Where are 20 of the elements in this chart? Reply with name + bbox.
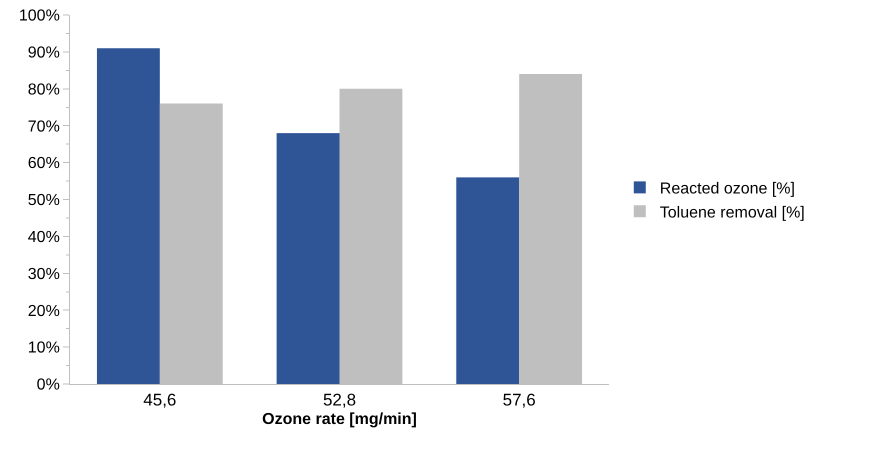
y-tick-label: 60%	[28, 155, 60, 172]
legend-label: Reacted ozone [%]	[660, 180, 795, 198]
y-tick-label: 50%	[28, 192, 60, 210]
x-tick-label: 45,6	[143, 390, 176, 410]
y-tick-label: 80%	[28, 81, 60, 98]
y-tick-label: 90%	[28, 44, 60, 62]
y-tick-label: 30%	[28, 266, 60, 283]
y-tick-label: 0%	[36, 376, 60, 394]
bar	[276, 133, 340, 384]
y-tick-label: 40%	[28, 229, 60, 246]
y-tick-label: 70%	[28, 118, 60, 136]
legend-label: Toluene removal [%]	[660, 204, 805, 222]
y-tick-label: 20%	[28, 302, 60, 320]
x-tick-label: 52,8	[322, 390, 356, 410]
bar	[456, 177, 520, 384]
x-axis-title: Ozone rate [mg/min]	[262, 411, 417, 428]
y-tick-label: 10%	[28, 340, 60, 357]
bar	[96, 48, 160, 384]
y-tick-label: 100%	[18, 8, 60, 25]
x-tick-label: 57,6	[502, 390, 536, 410]
